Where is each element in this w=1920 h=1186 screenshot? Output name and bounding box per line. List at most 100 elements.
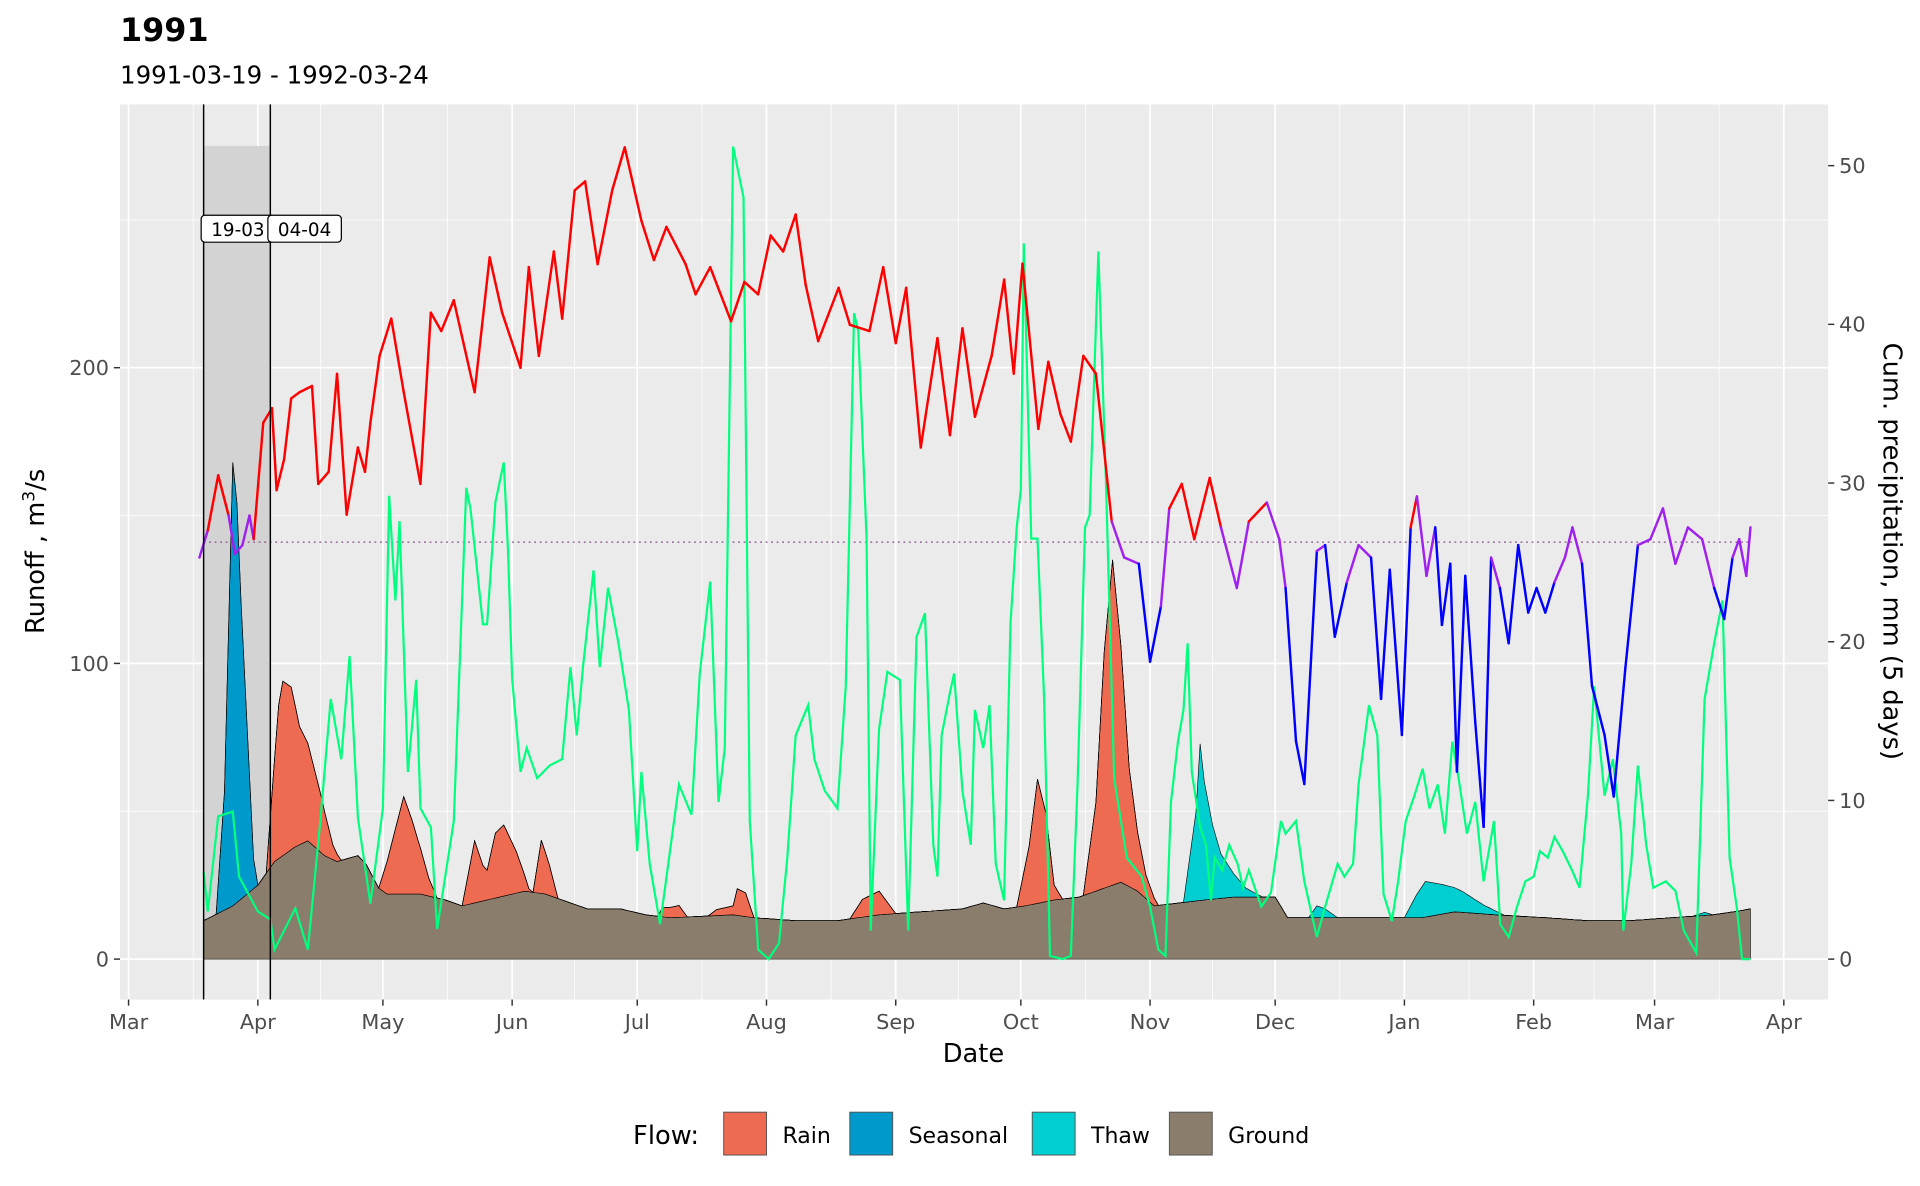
temperature-line-segment [1278, 537, 1287, 590]
temperature-line-segment [1379, 568, 1392, 701]
x-tick-label: Mar [109, 1010, 149, 1034]
temperature-line-segment [310, 384, 320, 486]
temperature-line-segment [452, 299, 476, 394]
temperature-line-segment [1388, 568, 1404, 737]
temperature-line-segment [1122, 556, 1141, 565]
temperature-line-segment [1069, 354, 1085, 443]
temperature-line-segment [919, 336, 939, 449]
temperature-line-segment [1425, 526, 1437, 578]
temperature-line-segment [1294, 739, 1306, 786]
temperature-line-segment [1563, 526, 1574, 559]
temperature-line-segment [298, 384, 314, 394]
temperature-line-segment [1571, 526, 1584, 565]
temperature-line-segment [1674, 526, 1690, 565]
temperature-line-segment [708, 265, 733, 323]
temperature-line-segment [1168, 482, 1183, 510]
temperature-line-segment [1208, 476, 1223, 529]
temperature-line-segment [275, 458, 286, 492]
temperature-line-segment [1265, 501, 1281, 541]
temperature-line-segment [868, 265, 885, 333]
temperature-line-segment [769, 234, 785, 253]
temperature-line-segment [1369, 556, 1383, 701]
temperature-line-segment [904, 286, 922, 449]
x-tick-label: Apr [1766, 1010, 1802, 1034]
temperature-line-segment [429, 311, 443, 333]
temperature-line-segment [1544, 580, 1556, 614]
temperature-line-segment [1284, 586, 1298, 743]
temperature-line-segment [961, 327, 977, 419]
temperature-line-segment [1059, 412, 1073, 443]
period-label-box [267, 214, 342, 243]
temperature-line-segment [1737, 537, 1748, 578]
axes: Mar Apr May Jun Jul Aug Sep Oct Nov Dec Jan Feb Mar A… [69, 154, 1865, 1034]
temperature-line-segment [1612, 666, 1627, 798]
legend-label-thaw: Thaw [1090, 1124, 1150, 1149]
temperature-line-segment [252, 421, 265, 541]
temperature-line-segment [390, 317, 405, 394]
y-right-tick-label: 20 [1839, 630, 1865, 654]
temperature-line-segment [882, 265, 897, 345]
temperature-line-segment [216, 474, 230, 517]
legend-label-rain: Rain [782, 1124, 830, 1149]
temperature-line-segment [356, 446, 367, 474]
period-label: 04-04 [278, 220, 331, 241]
temperature-line-segment [804, 283, 820, 343]
temperature-line-segment [560, 189, 576, 320]
temperature-line-segment [1247, 501, 1269, 523]
temperature-line-segment [527, 265, 541, 358]
temperature-line-segment [1180, 482, 1196, 541]
temperature-line-segment [1434, 526, 1444, 627]
temperature-line-segment [1002, 278, 1015, 375]
chart-subtitle: 1991-03-19 - 1992-03-24 [120, 61, 429, 90]
temperature-line-segment [1700, 537, 1716, 590]
temperature-line-segment [1507, 543, 1520, 645]
temperature-line-segment [1527, 586, 1538, 614]
temperature-line-segment [1012, 262, 1024, 375]
temperature-line-segment [1440, 562, 1452, 627]
temperature-line-segment [596, 189, 614, 266]
temperature-line-segment [1235, 520, 1251, 590]
x-tick-label: Feb [1515, 1010, 1552, 1034]
temperature-line-segment [1110, 520, 1126, 559]
temperature-line-segment [1580, 562, 1594, 688]
temperature-line-segment [233, 543, 244, 556]
y-tick-label: 100 [69, 652, 109, 676]
temperature-line-segment [1590, 684, 1606, 737]
y-right-tick-label: 40 [1839, 313, 1865, 337]
x-axis-label: Date [943, 1039, 1004, 1069]
temperature-line-segment [317, 470, 330, 486]
temperature-line-segment [227, 514, 237, 556]
data-lines [198, 146, 1752, 961]
temperature-line-segment [440, 299, 456, 333]
x-tick-label: Aug [746, 1010, 787, 1034]
y-axis-label-unit: /s [21, 469, 51, 491]
temperature-line-segment [1323, 543, 1336, 639]
temperature-line-segment [894, 286, 908, 345]
x-tick-label: Sep [876, 1010, 915, 1034]
legend-swatch-rain [723, 1111, 768, 1156]
temperature-line-segment [652, 225, 668, 262]
temperature-line-segment [363, 421, 372, 474]
temperature-line-segment [473, 256, 491, 394]
temperature-line-segment [973, 354, 993, 419]
temperature-line-segment [1409, 495, 1419, 529]
legend-swatch-ground [1168, 1111, 1213, 1156]
temperature-line-segment [519, 265, 531, 369]
temperature-line-segment [1021, 262, 1040, 431]
legend-swatch-thaw [1031, 1111, 1076, 1156]
period-label: 19-03 [211, 220, 264, 241]
temperature-line-segment [610, 146, 626, 192]
legend-label-seasonal: Seasonal [909, 1124, 1009, 1149]
temperature-line-segment [1449, 562, 1459, 773]
legend-label-ground: Ground [1228, 1124, 1309, 1149]
temperature-line-segment [837, 286, 852, 327]
temperature-line-segment [1553, 556, 1567, 584]
temperature-line-segment [1722, 556, 1734, 621]
temperature-line-segment [848, 323, 871, 333]
temperature-line-segment [684, 262, 697, 296]
temperature-line-segment [1649, 507, 1665, 541]
temperature-line-segment [623, 146, 643, 222]
temperature-line-segment [206, 474, 220, 532]
temperature-line-segment [1415, 495, 1428, 578]
legend-title: Flow: [633, 1121, 699, 1151]
